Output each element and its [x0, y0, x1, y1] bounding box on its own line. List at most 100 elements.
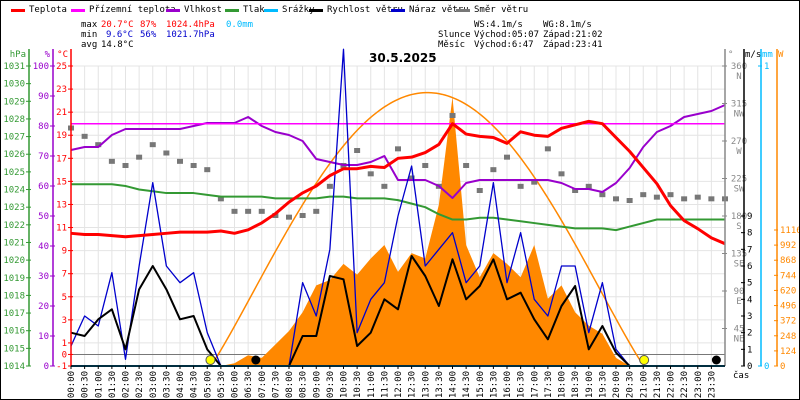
- wind-direction-point: [585, 183, 592, 189]
- axis-tick-compass: NW: [734, 110, 745, 120]
- axis-tick-label: 248: [780, 332, 796, 342]
- axis-tick-label: 1026: [3, 150, 25, 160]
- solar-theoretical-curve: [209, 91, 645, 367]
- x-axis-tick-label: 01:00: [94, 371, 104, 398]
- legend-swatch: [11, 8, 25, 12]
- stat-max-temp: 20.7°C: [101, 20, 134, 30]
- axis-tick-label: 80: [38, 122, 49, 132]
- axis-tick-label: 360: [731, 62, 747, 72]
- wind-direction-point: [504, 154, 510, 160]
- stat-max-humidity: 87%: [140, 20, 157, 30]
- wind-direction-point: [517, 183, 524, 189]
- wind-direction-point: [136, 154, 143, 160]
- x-axis-tick-label: 04:00: [176, 371, 186, 398]
- axis-tick-label: 0: [764, 362, 769, 372]
- axis-tick-label: 1: [747, 345, 752, 355]
- sunset: Západ:21:02: [543, 30, 603, 40]
- wind-direction-point: [531, 179, 538, 185]
- x-axis-tick-label: 10:30: [353, 371, 363, 398]
- legend-item: Přízemní teplota: [71, 5, 176, 15]
- wind-direction-point: [572, 188, 579, 193]
- axis-tick-label: 1025: [3, 168, 25, 178]
- wind-direction-point: [286, 214, 292, 220]
- axis-tick-compass: E: [736, 297, 741, 307]
- legend-label: Tlak: [243, 5, 265, 15]
- wind-direction-point: [640, 192, 647, 198]
- x-axis-tick-label: 05:00: [203, 371, 213, 398]
- axis-tick-compass: N: [736, 72, 741, 82]
- x-axis-tick-label: 01:30: [108, 371, 118, 398]
- axis-tick-label: 496: [780, 302, 796, 312]
- wind-direction-point: [245, 208, 252, 214]
- x-axis-tick-label: 14:00: [449, 371, 459, 398]
- x-axis-tick-label: 12:00: [394, 371, 404, 398]
- x-axis-tick-label: 09:30: [326, 371, 336, 398]
- wind-direction-point: [258, 208, 265, 214]
- wind-direction-point: [381, 183, 388, 189]
- wind-direction-point: [558, 171, 565, 177]
- axis-tick-label: 10: [38, 332, 49, 342]
- stat-min-pressure: 1021.7hPa: [166, 30, 215, 40]
- axis-unit-pressure: hPa: [10, 50, 26, 60]
- wind-direction-point: [626, 198, 633, 203]
- x-axis-tick-label: 15:30: [489, 371, 499, 398]
- axis-tick-label: 100: [33, 62, 49, 72]
- wind-direction-point: [463, 163, 470, 168]
- axis-tick-label: 1024: [3, 186, 25, 196]
- legend-swatch: [264, 8, 278, 12]
- x-axis-label: čas: [733, 371, 750, 381]
- wind-direction-point: [599, 192, 606, 198]
- wind-gust-line: [70, 48, 725, 367]
- axis-tick-label: 180: [731, 212, 747, 222]
- wind-direction-point: [217, 196, 224, 202]
- stat-max-pressure: 1024.4hPa: [166, 20, 215, 30]
- axis-tick-label: 3: [62, 316, 67, 326]
- axis-tick-label: 1023: [3, 203, 25, 213]
- legend-swatch: [391, 8, 405, 12]
- temperature-line: [70, 119, 726, 246]
- axis-tick-compass: SE: [734, 260, 745, 270]
- axis-tick-label: 1031: [3, 62, 25, 72]
- moonset: Západ:23:41: [543, 40, 603, 50]
- axis-tick-label: 315: [731, 100, 747, 110]
- humidity-line: [70, 104, 726, 199]
- axis-tick-label: 13: [56, 200, 67, 210]
- axis-tick-label: 992: [780, 241, 796, 251]
- axis-tick-label: 21: [56, 108, 67, 118]
- x-axis-tick-label: 15:00: [476, 371, 486, 398]
- legend-item: Teplota: [11, 5, 67, 15]
- axis-tick-label: 7: [62, 270, 67, 280]
- axis-tick-label: 372: [780, 317, 796, 327]
- x-axis-tick-label: 04:30: [190, 371, 200, 398]
- axis-tick-label: 5: [747, 279, 752, 289]
- wind-direction-point: [95, 142, 102, 148]
- legend-swatch: [166, 8, 180, 12]
- legend-label: Rychlost větru: [327, 5, 403, 15]
- axis-tick-label: 8: [747, 229, 752, 239]
- axis-unit-temperature: °C: [57, 50, 68, 60]
- axis-tick-compass: NE: [734, 335, 745, 345]
- axis-tick-label: 17: [56, 154, 67, 164]
- stat-min-temp: 9.6°C: [106, 30, 134, 40]
- axis-tick-label: 90: [734, 287, 745, 297]
- axis-tick-label: 9: [747, 212, 752, 222]
- x-axis-tick-label: 08:30: [299, 371, 309, 398]
- moonrise: Východ:6:47: [474, 40, 534, 50]
- legend-item: Náraz větru: [391, 5, 469, 15]
- axis-tick-label: 2: [747, 329, 752, 339]
- stat-avg-temp: 14.8°C: [101, 40, 134, 50]
- x-axis-tick-label: 13:00: [421, 371, 431, 398]
- wind-direction-point: [313, 208, 320, 214]
- axis-tick-label: 124: [780, 347, 796, 357]
- x-axis-tick-label: 11:30: [380, 371, 390, 398]
- legend-item: Vlhkost: [166, 5, 222, 15]
- wind-direction-point: [422, 163, 429, 168]
- wind-direction-point: [476, 188, 483, 193]
- x-axis-tick-label: 19:30: [598, 371, 608, 398]
- wind-direction-point: [122, 163, 129, 168]
- axis-unit-humidity: %: [45, 50, 51, 60]
- axis-tick-label: 1022: [3, 221, 25, 231]
- axis-tick-label: 0: [62, 350, 67, 360]
- wind-direction-point: [149, 142, 156, 148]
- axis-tick-label: 1021: [3, 238, 25, 248]
